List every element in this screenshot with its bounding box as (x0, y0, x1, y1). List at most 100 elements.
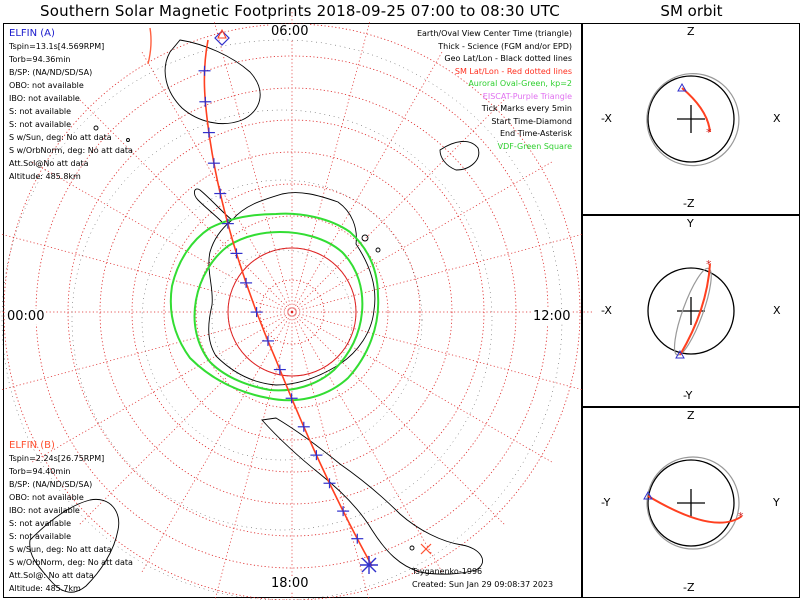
orbit-start-triangle (643, 490, 653, 500)
orbit-axis-label-top: Z (687, 409, 695, 422)
elfin-b-line: IBO: not available (9, 506, 80, 515)
geo-latitude-circle (141, 179, 423, 461)
orbit-end-asterisk: * (706, 258, 712, 271)
orbit-path (646, 456, 740, 550)
sm-orbit-title: SM orbit (660, 2, 723, 20)
elfin-a-line: Altitude: 485.8km (9, 172, 81, 181)
elfin-b-line: Tspin=2.24s[26.75RPM] (9, 454, 105, 463)
orbit-axis-label-top: Y (687, 217, 694, 230)
elfin-b-line: S w/OrbNorm, deg: No att data (9, 558, 133, 567)
orbit-start-triangle (677, 82, 687, 92)
orbit-axis-label-left: -X (601, 112, 612, 125)
elfin-a-lines: Tspin=13.1s[4.569RPM] Torb=94.36min B/SP: … (9, 40, 133, 183)
legend-entry: Start Time-Diamond (491, 116, 572, 126)
sm-latitude-circle (163, 183, 421, 441)
auroral-oval-inner (193, 230, 364, 392)
polar-map-frame (3, 23, 582, 598)
view-center-triangle (217, 28, 227, 39)
legend-entry: Thick - Science (FGM and/or EPD) (438, 41, 572, 51)
sm-longitude-line (291, 22, 370, 313)
sm-longitude-line (141, 311, 293, 572)
orbit-axis-label-right: X (773, 304, 781, 317)
legend-entry: End Time-Asterisk (499, 129, 572, 138)
orbit-start-triangle (675, 349, 685, 359)
orbit-end-asterisk: * (738, 510, 744, 523)
elfin-a-line: S w/Sun, deg: No att data (9, 133, 112, 142)
legend-entry: Geo Lat/Lon - Black dotted lines (444, 54, 572, 63)
created-timestamp: Created: Sun Jan 29 09:08:37 2023 (412, 580, 554, 589)
sm-longitude-line (214, 22, 293, 313)
legend-entry: Earth/Oval View Center Time (triangle) (416, 29, 572, 38)
orbit-axis-label-right: X (773, 112, 781, 125)
elfin-b-lines: Tspin=2.24s[26.75RPM] Torb=94.40min B/SP: … (9, 452, 133, 595)
elfin-orbit-segment (679, 263, 711, 356)
elfin-a-name: ELFIN (A) (9, 28, 55, 39)
elfin-a-line: S: not available (9, 120, 72, 129)
geo-latitude-circle (211, 249, 353, 391)
elfin-a-line: Att.Sol@No att data (9, 159, 89, 168)
orbit-axis-label-bottom: -Z (683, 197, 695, 210)
sm-longitude-line (291, 161, 552, 313)
elfin-b-name: ELFIN (B) (9, 440, 55, 451)
legend-entry: Tick Marks every 5min (481, 104, 572, 113)
orbit-axis-label-bottom: -Y (683, 389, 693, 402)
elfin-a-line: Tspin=13.1s[4.569RPM] (9, 42, 105, 51)
sm-longitude-line (291, 311, 552, 463)
sm-inner-circle (227, 247, 357, 377)
earth-circle (647, 75, 735, 163)
orbit-axis-label-top: Z (687, 25, 695, 38)
orbit-axis-label-left: -X (601, 304, 612, 317)
elfin-b-line: Torb=94.40min (9, 467, 71, 476)
elfin-b-line: S w/Sun, deg: No att data (9, 545, 112, 554)
elfin-b-line: Att.Sol@: No att data (9, 571, 94, 580)
sm-longitude-line (291, 311, 370, 600)
track-ticks-layer (198, 65, 364, 544)
sm-longitude-line (214, 311, 293, 600)
end-time-asterisk (360, 556, 378, 574)
orbit-panels-layer: * * * (643, 73, 744, 550)
elfin-a-line: OBO: not available (9, 81, 84, 90)
legend-entry: EISCAT-Purple Triangle (482, 91, 572, 101)
africa-coastline (29, 498, 120, 593)
elfin-a-line: S w/OrbNorm, deg: No att data (9, 146, 133, 155)
orbit-path (646, 73, 740, 167)
auroral-oval-layer (169, 212, 380, 402)
elfin-orbit-segment (681, 87, 711, 133)
start-time-diamond (214, 30, 230, 46)
orbit-axis-label-right: Y (773, 496, 780, 509)
elfin-a-line: Torb=94.36min (9, 55, 71, 64)
orbit-axis-label-left: -Y (601, 496, 611, 509)
elfin-b-line: B/SP: (NA/ND/SD/SA) (9, 480, 93, 489)
new-zealand-coastline (439, 141, 480, 171)
legend-entry: Auroral Oval-Green, kp=2 (468, 79, 572, 88)
sm-latitude-circle (259, 279, 325, 345)
sm-latitude-circle (131, 151, 453, 473)
legend-entry: VDF-Green Square (497, 141, 572, 151)
elfin-b-line: OBO: not available (9, 493, 84, 502)
elfin-a-info: ELFIN (A) Tspin=13.1s[4.569RPM] Torb=94.3… (9, 27, 133, 183)
clock-label-left: 00:00 (6, 309, 46, 324)
earth-circle (647, 267, 735, 355)
elfin-a-line: S: not available (9, 107, 72, 116)
legend-entry: SM Lat/Lon - Red dotted lines (454, 66, 572, 76)
orbit-end-asterisk: * (706, 126, 712, 139)
clock-label-bottom: 18:00 (270, 576, 310, 591)
orbit-path (673, 267, 712, 356)
model-credit: Tsyganenko-1996 (412, 567, 483, 576)
south-america-coastline (261, 417, 483, 575)
sm-longitude-line (32, 161, 293, 313)
sm-longitude-line (2, 234, 293, 313)
sm-latitude-circle (195, 215, 389, 409)
orbit-axis-label-bottom: -Z (683, 581, 695, 594)
australia-coastline (164, 39, 261, 125)
elfin-a-line: IBO: not available (9, 94, 80, 103)
antarctic-peninsula (193, 188, 233, 223)
elfin-a-line: B/SP: (NA/ND/SD/SA) (9, 68, 93, 77)
page-title: Southern Solar Magnetic Footprints 2018-… (40, 2, 560, 20)
clock-label-right: 12:00 (532, 309, 572, 324)
geo-latitude-circle (71, 109, 493, 531)
elfin-b-info: ELFIN (B) Tspin=2.24s[26.75RPM] Torb=94.4… (9, 439, 133, 595)
end-asterisk-b (420, 543, 432, 555)
elfin-b-line: S: not available (9, 519, 72, 528)
